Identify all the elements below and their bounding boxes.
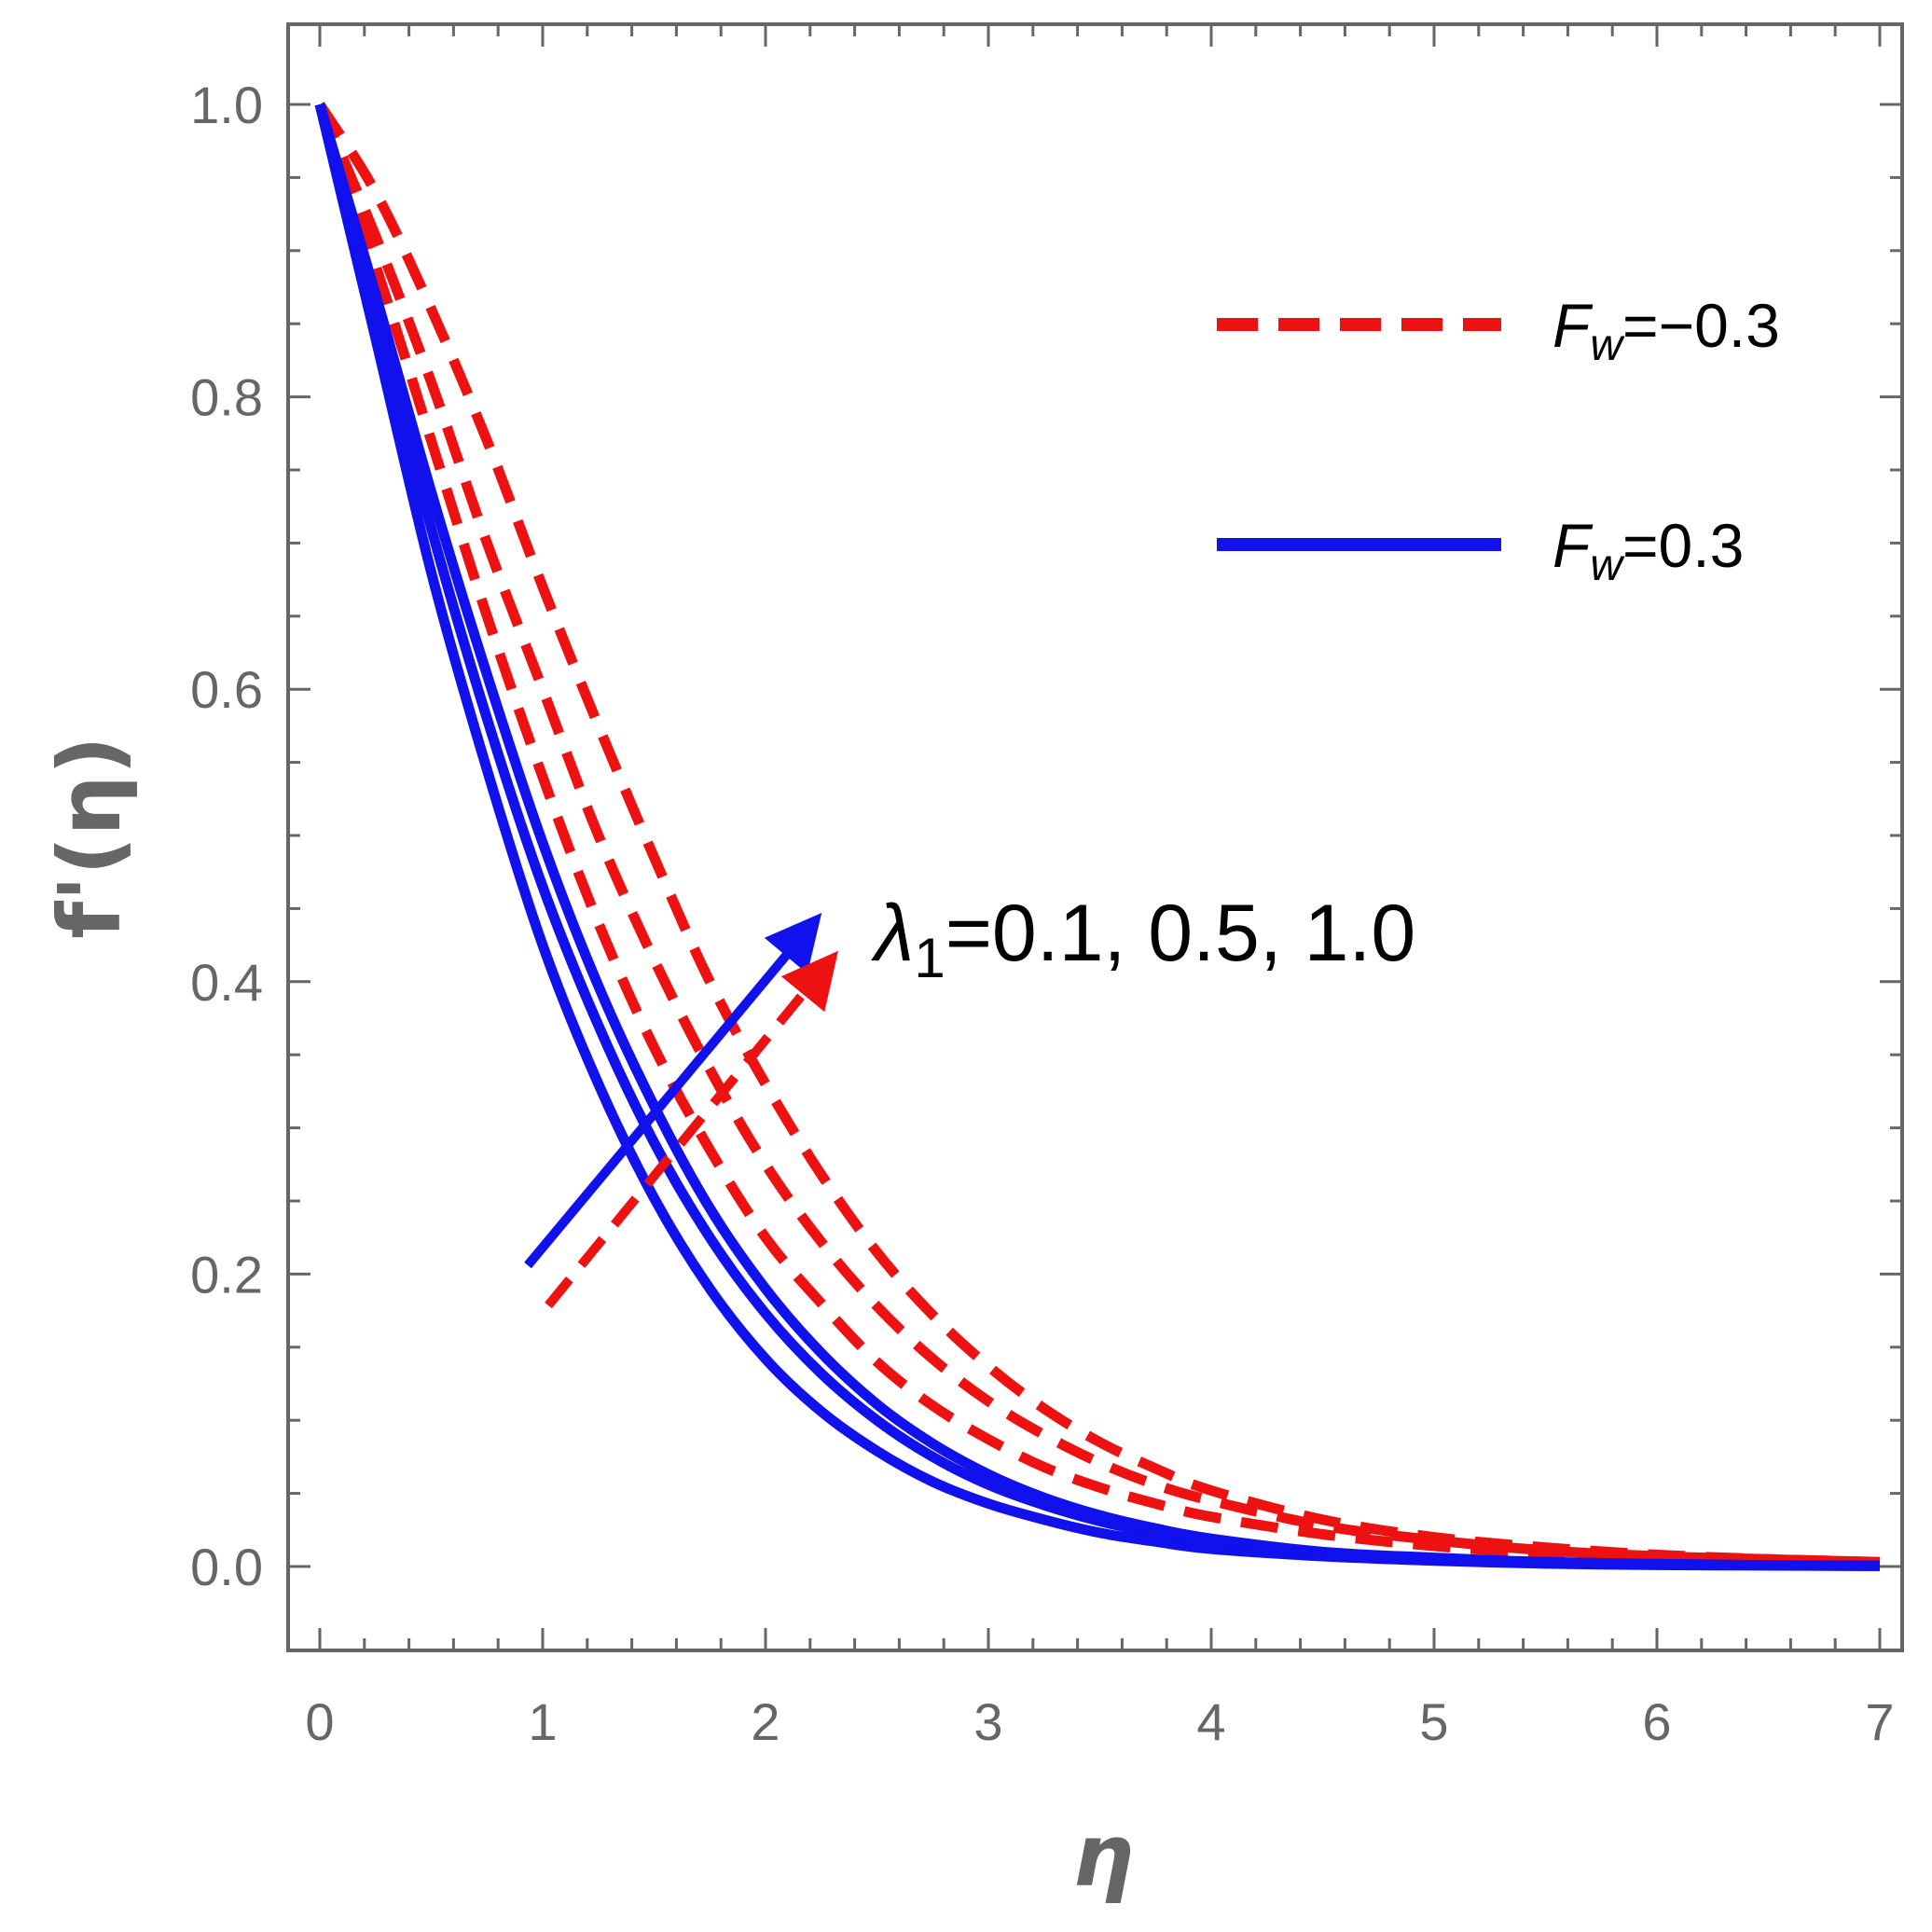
x-axis-label: η [1072, 1806, 1134, 1906]
y-axis-label: f'(η) [40, 736, 140, 939]
y-tick-label: 1.0 [190, 76, 263, 134]
curve-fw-neg-lambda-0_1 [314, 103, 1881, 1569]
y-tick-label: 0.0 [190, 1538, 263, 1596]
curves [314, 102, 1881, 1571]
x-tick-label: 5 [1419, 1692, 1448, 1751]
x-tick-label: 4 [1196, 1692, 1225, 1751]
y-tick-label: 0.8 [190, 368, 263, 427]
x-tick-label: 0 [305, 1692, 334, 1751]
x-tick-label: 2 [751, 1692, 780, 1751]
y-tick-label: 0.6 [190, 660, 263, 719]
tick-labels: 0 1 2 3 4 5 6 7 0.0 0.2 0.4 0.6 0.8 1.0 [190, 76, 1894, 1751]
legend-item-fw-negative: Fw=−0.3 [1217, 291, 1780, 370]
legend-item-fw-positive: Fw=0.3 [1217, 511, 1744, 590]
annotation-arrow-solid [524, 912, 822, 1269]
x-tick-label: 6 [1642, 1692, 1671, 1751]
curve-fw-pos-lambda-1 [314, 103, 1881, 1571]
y-tick-label: 0.2 [190, 1245, 263, 1304]
x-tick-label: 1 [528, 1692, 557, 1751]
plot-frame [286, 22, 1904, 1652]
x-tick-label: 3 [973, 1692, 1002, 1751]
tick-marks [288, 24, 1902, 1650]
legend-label-fw-positive: Fw=0.3 [1552, 511, 1744, 590]
annotation-label: λ1=0.1, 0.5, 1.0 [871, 889, 1415, 989]
x-tick-label: 7 [1865, 1692, 1894, 1751]
legend-label-fw-negative: Fw=−0.3 [1552, 291, 1780, 370]
y-tick-label: 0.4 [190, 953, 263, 1012]
curve-fw-neg-lambda-1 [315, 102, 1881, 1567]
curve-fw-neg-lambda-0_5 [314, 102, 1881, 1567]
annotation-arrow-dashed [545, 950, 838, 1309]
legend: Fw=−0.3 Fw=0.3 [1217, 291, 1780, 590]
